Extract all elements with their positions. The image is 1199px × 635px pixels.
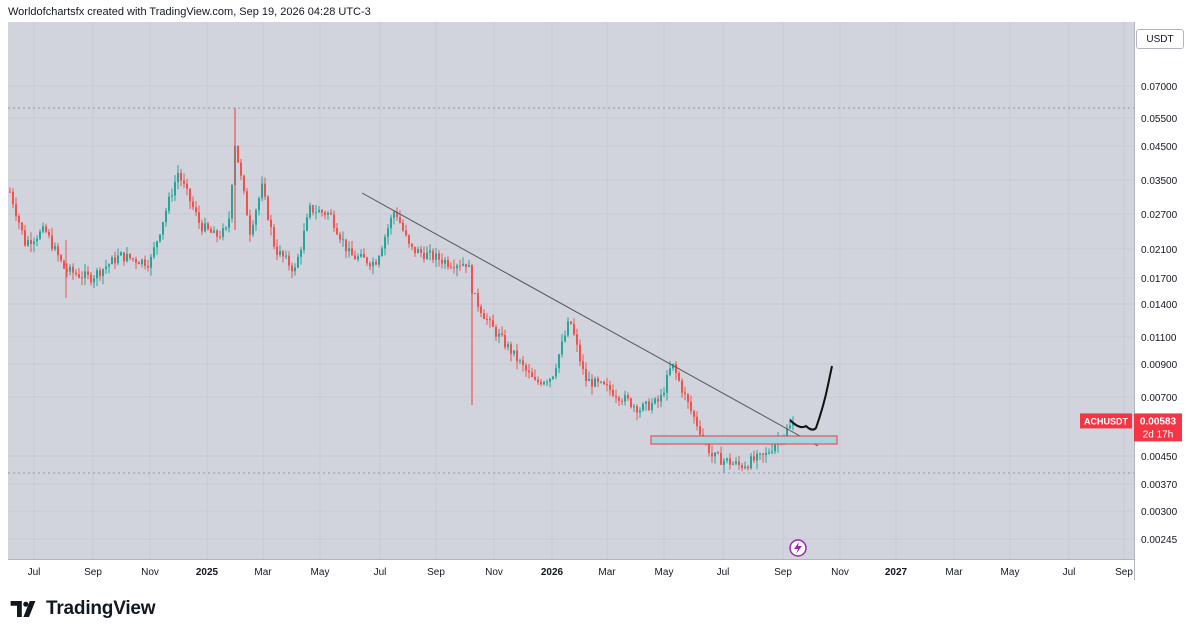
tradingview-brand: TradingView	[46, 598, 156, 619]
tradingview-logo[interactable]: TradingView	[10, 598, 156, 620]
tradingview-logo-icon	[10, 601, 36, 617]
chart-plot-area[interactable]	[8, 22, 1134, 580]
time-axis[interactable]	[8, 559, 1134, 581]
currency-button[interactable]: USDT	[1136, 29, 1184, 49]
chart-attribution: Worldofchartsfx created with TradingView…	[8, 6, 371, 18]
price-axis[interactable]	[1134, 22, 1192, 580]
